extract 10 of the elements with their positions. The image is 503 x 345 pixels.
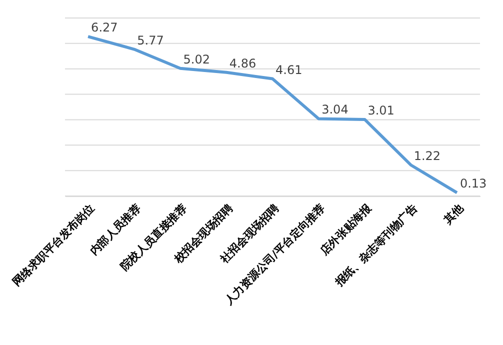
data-label: 6.27 xyxy=(91,20,118,35)
data-label: 5.02 xyxy=(183,52,210,66)
data-label: 4.61 xyxy=(276,62,302,77)
data-label: 1.22 xyxy=(414,148,441,163)
data-label: 3.01 xyxy=(368,103,394,118)
data-label: 5.77 xyxy=(137,33,164,48)
data-label: 3.04 xyxy=(322,102,348,117)
data-label: 4.86 xyxy=(229,56,256,70)
data-label: 0.13 xyxy=(460,176,487,191)
x-tick-label: 其他 xyxy=(440,201,467,228)
